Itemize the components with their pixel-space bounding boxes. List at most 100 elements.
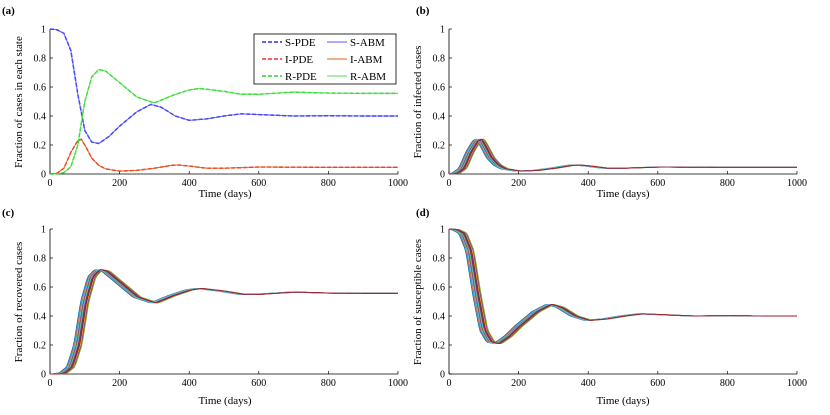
- panel-b-xlabel: Time (days): [596, 188, 649, 200]
- panel-a-letter: (a): [2, 5, 15, 17]
- x-tick-label: 0: [48, 178, 53, 189]
- y-tick-label: 0.2: [34, 141, 47, 152]
- legend-entry-r-pde: R-PDE: [262, 71, 317, 83]
- panel-b-letter: (b): [416, 5, 430, 17]
- y-tick-label: 0.8: [34, 254, 47, 265]
- x-tick-label: 800: [321, 178, 336, 189]
- legend-label-i-abm: I-ABM: [350, 54, 383, 66]
- legend-entry-i-abm: I-ABM: [327, 54, 383, 66]
- x-tick-label: 600: [251, 178, 266, 189]
- x-tick-label: 400: [182, 378, 197, 389]
- realization-line: [50, 269, 398, 375]
- y-tick-label: 0.6: [34, 283, 47, 294]
- panel-a-legend: S-PDE S-ABM I-PDE I-ABM R-PDE R-ABM: [253, 33, 397, 85]
- y-tick-label: 0.8: [433, 54, 446, 65]
- realization-line: [449, 228, 797, 345]
- realization-line: [448, 228, 797, 344]
- series-line-r-abm: [50, 69, 398, 175]
- series-line-i-abm: [49, 138, 398, 175]
- realization-line: [449, 228, 797, 344]
- legend-entry-r-abm: R-ABM: [327, 71, 386, 83]
- x-tick-label: 0: [447, 178, 452, 189]
- panel-a-ylabel: Fraction of cases in each state: [13, 36, 25, 168]
- x-tick-label: 1000: [787, 378, 807, 389]
- realization-line: [448, 228, 797, 344]
- x-tick-label: 600: [251, 378, 266, 389]
- y-tick-label: 0.8: [433, 254, 446, 265]
- realization-line: [50, 269, 398, 375]
- x-tick-label: 400: [581, 378, 596, 389]
- panel-a-xlabel: Time (days): [198, 188, 251, 200]
- series-line-i-pde: [49, 138, 398, 175]
- panel-b: (b) Time (days) Fraction of infected cas…: [412, 5, 807, 200]
- x-tick-label: 0: [447, 378, 452, 389]
- panel-b-ylabel: Fraction of infected cases: [412, 46, 424, 159]
- y-tick-label: 0: [41, 370, 46, 381]
- x-tick-label: 200: [112, 378, 127, 389]
- x-tick-label: 400: [182, 178, 197, 189]
- realization-line: [448, 228, 797, 344]
- y-tick-label: 0.2: [34, 341, 47, 352]
- legend-label-r-abm: R-ABM: [350, 71, 386, 83]
- panel-c-plot: 0 200 400 600 800 1000 0 0.2 0.4 0.6 0.8 1: [34, 225, 409, 390]
- panel-b-plot: 0 200 400 600 800 1000 0 0.2 0.4 0.6 0.8 1: [433, 25, 808, 190]
- y-tick-label: 1: [41, 25, 46, 36]
- y-tick-label: 0.2: [433, 141, 446, 152]
- panel-d-plot: 0 200 400 600 800 1000 0 0.2 0.4 0.6 0.8 1: [433, 225, 808, 390]
- panel-d: (d) Time (days) Fraction of susceptible …: [412, 207, 807, 407]
- realization-line: [50, 269, 398, 375]
- realization-line: [448, 228, 797, 344]
- realization-line: [50, 269, 398, 375]
- y-tick-label: 0.4: [433, 112, 446, 123]
- realization-line: [50, 269, 398, 375]
- x-tick-label: 800: [720, 178, 735, 189]
- y-tick-label: 0.6: [433, 283, 446, 294]
- y-tick-label: 0.4: [34, 112, 47, 123]
- y-tick-label: 1: [440, 25, 445, 36]
- legend-label-s-pde: S-PDE: [285, 37, 316, 49]
- realization-line: [50, 269, 398, 375]
- realization-line: [448, 228, 797, 345]
- realization-line: [50, 269, 398, 375]
- y-tick-label: 0.6: [34, 83, 47, 94]
- panel-a: (a) Time (days) Fraction of cases in eac…: [2, 5, 408, 200]
- panel-d-letter: (d): [416, 207, 430, 219]
- realization-line: [50, 269, 398, 375]
- realization-line: [449, 228, 797, 345]
- x-tick-label: 600: [650, 378, 665, 389]
- realization-line: [50, 269, 398, 375]
- panel-d-ylabel: Fraction of susceptible cases: [412, 239, 424, 365]
- realization-line: [448, 228, 797, 344]
- x-tick-label: 600: [650, 178, 665, 189]
- panel-a-plot: 0 200 400 600 800 1000 0 0.2 0.4 0.6 0.8 1: [34, 25, 409, 190]
- panel-c: (c) Time (days) Fraction of recovered ca…: [2, 207, 408, 407]
- panel-c-ylabel: Fraction of recovered cases: [13, 242, 25, 363]
- y-tick-label: 0: [440, 370, 445, 381]
- legend-label-s-abm: S-ABM: [350, 37, 385, 49]
- x-tick-label: 200: [511, 378, 526, 389]
- x-tick-label: 1000: [787, 178, 807, 189]
- realization-line: [449, 138, 797, 175]
- realization-line: [50, 269, 398, 375]
- series-line-r-pde: [50, 68, 398, 175]
- panel-d-xlabel: Time (days): [596, 395, 649, 407]
- realization-line: [449, 228, 797, 344]
- y-tick-label: 0.4: [433, 312, 446, 323]
- panel-c-xlabel: Time (days): [198, 395, 251, 407]
- x-tick-label: 200: [511, 178, 526, 189]
- x-tick-label: 200: [112, 178, 127, 189]
- legend-label-r-pde: R-PDE: [285, 71, 317, 83]
- y-tick-label: 0: [41, 170, 46, 181]
- y-tick-label: 0.6: [433, 83, 446, 94]
- legend-entry-i-pde: I-PDE: [262, 54, 313, 66]
- realization-line: [448, 228, 797, 344]
- x-tick-label: 400: [581, 178, 596, 189]
- realization-line: [50, 269, 398, 375]
- realization-line: [448, 228, 797, 344]
- realization-line: [449, 228, 797, 344]
- x-tick-label: 1000: [388, 178, 408, 189]
- x-tick-label: 1000: [388, 378, 408, 389]
- y-tick-label: 0.4: [34, 312, 47, 323]
- realization-line: [50, 269, 398, 375]
- y-tick-label: 0.8: [34, 54, 47, 65]
